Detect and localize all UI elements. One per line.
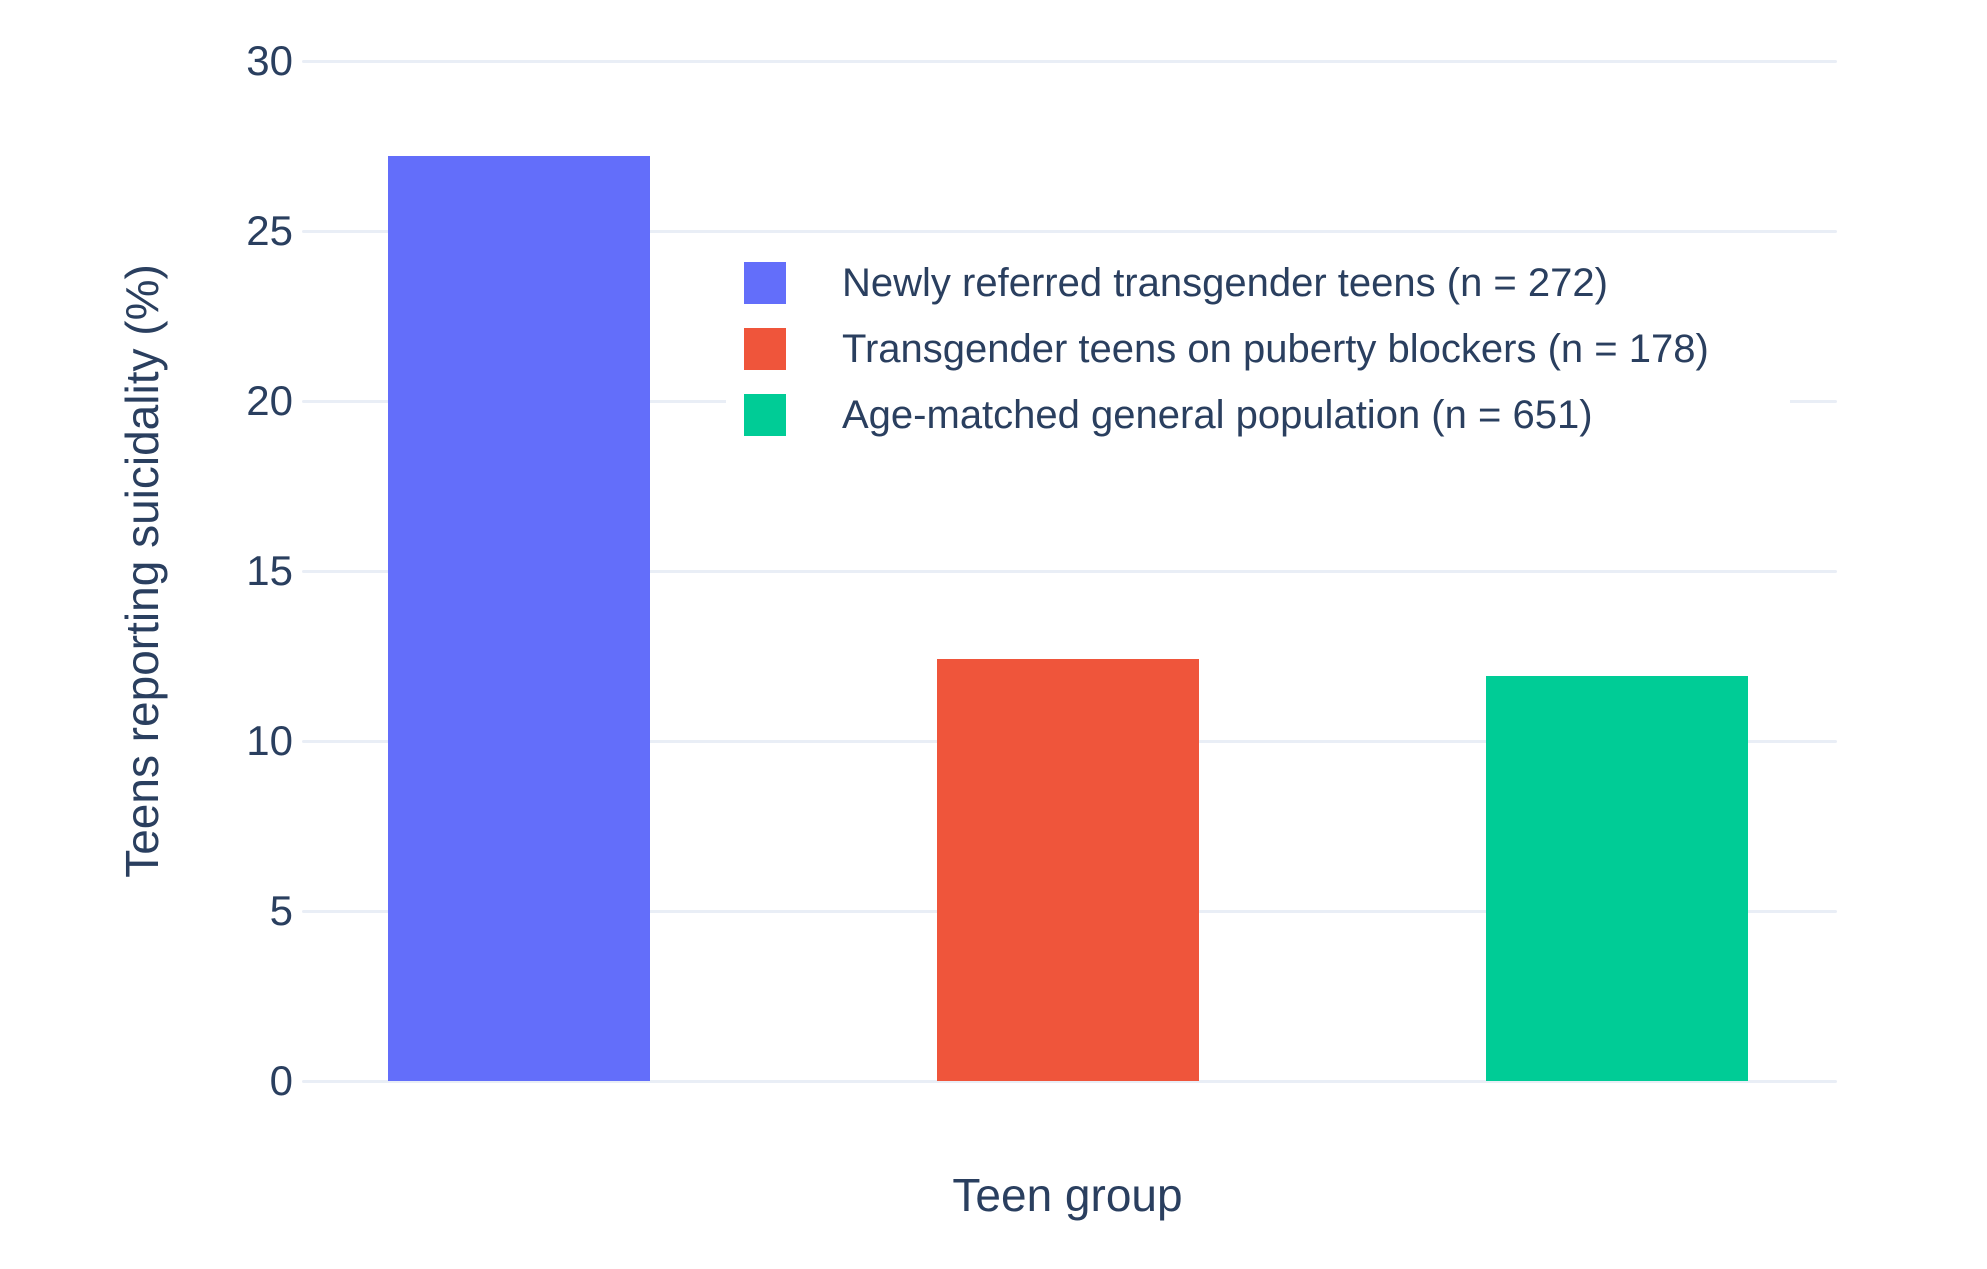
y-gridline-15 — [302, 569, 1837, 573]
y-tick-label-20: 20 — [246, 377, 293, 424]
legend: Newly referred transgender teens (n = 27… — [726, 243, 1790, 458]
legend-item-1[interactable]: Newly referred transgender teens (n = 27… — [726, 250, 1790, 316]
y-tick-label-10: 10 — [246, 717, 293, 764]
bar-2 — [936, 659, 1199, 1081]
y-tick-label-0: 0 — [269, 1057, 293, 1104]
bar-1 — [387, 156, 650, 1081]
legend-item-label: Newly referred transgender teens (n = 27… — [842, 260, 1608, 305]
legend-item-2[interactable]: Transgender teens on puberty blockers (n… — [726, 316, 1790, 382]
category-band-3 — [1342, 61, 1891, 1081]
legend-swatch-icon — [744, 394, 786, 436]
legend-item-label: Age-matched general population (n = 651) — [842, 392, 1593, 437]
plot-area — [244, 61, 1891, 1081]
y-tick-label-30: 30 — [246, 37, 293, 84]
y-axis-title: Teens reporting suicidality (%) — [116, 264, 168, 878]
y-tick-label-25: 25 — [246, 207, 293, 254]
legend-swatch-icon — [744, 262, 786, 304]
category-band-1 — [244, 61, 793, 1081]
y-axis-tick-labels: 0 5 10 15 20 25 30 — [0, 37, 293, 1104]
y-gridline-30 — [302, 59, 1837, 63]
x-axis-title: Teen group — [952, 1169, 1183, 1221]
bar-3 — [1485, 676, 1748, 1081]
y-tick-label-5: 5 — [269, 887, 293, 934]
legend-item-label: Transgender teens on puberty blockers (n… — [842, 326, 1709, 371]
category-band-2 — [793, 61, 1342, 1081]
legend-item-3[interactable]: Age-matched general population (n = 651) — [726, 382, 1790, 448]
y-gridline-0 — [302, 1079, 1837, 1083]
y-gridline-25 — [302, 229, 1837, 233]
y-tick-label-15: 15 — [246, 547, 293, 594]
legend-swatch-icon — [744, 328, 786, 370]
